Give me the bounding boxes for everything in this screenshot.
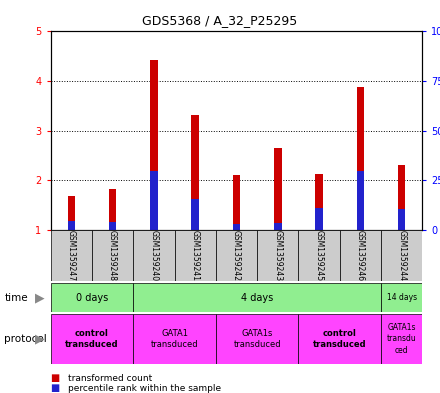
Text: control
transduced: control transduced xyxy=(313,329,367,349)
Bar xyxy=(340,230,381,281)
Bar xyxy=(357,87,364,230)
Bar xyxy=(216,314,298,364)
Bar xyxy=(109,222,116,230)
Bar xyxy=(67,221,75,230)
Bar xyxy=(92,230,133,281)
Text: percentile rank within the sample: percentile rank within the sample xyxy=(68,384,221,393)
Text: GATA1s
transdu
ced: GATA1s transdu ced xyxy=(387,323,417,354)
Text: GSM1359246: GSM1359246 xyxy=(356,230,365,281)
Bar xyxy=(315,174,323,230)
Bar xyxy=(381,230,422,281)
Text: GSM1359243: GSM1359243 xyxy=(273,230,282,281)
Text: ■: ■ xyxy=(51,383,60,393)
Bar xyxy=(274,148,282,230)
Bar xyxy=(398,209,406,230)
Bar xyxy=(67,196,75,230)
Bar xyxy=(357,171,364,230)
Text: protocol: protocol xyxy=(4,334,47,344)
Text: GSM1359247: GSM1359247 xyxy=(67,230,76,281)
Bar xyxy=(109,189,116,230)
Text: ▶: ▶ xyxy=(35,332,44,345)
Text: GATA1
transduced: GATA1 transduced xyxy=(151,329,198,349)
Bar xyxy=(257,230,298,281)
Text: ■: ■ xyxy=(51,373,60,383)
Text: GSM1359241: GSM1359241 xyxy=(191,230,200,281)
Bar xyxy=(398,165,406,230)
Bar xyxy=(175,230,216,281)
Bar xyxy=(133,230,175,281)
Bar xyxy=(51,283,133,312)
Text: GSM1359248: GSM1359248 xyxy=(108,230,117,281)
Bar xyxy=(191,115,199,230)
Text: GSM1359244: GSM1359244 xyxy=(397,230,406,281)
Text: control
transduced: control transduced xyxy=(65,329,119,349)
Bar xyxy=(133,283,381,312)
Bar xyxy=(51,314,133,364)
Text: 4 days: 4 days xyxy=(241,293,273,303)
Text: GSM1359240: GSM1359240 xyxy=(149,230,158,281)
Bar xyxy=(274,224,282,230)
Bar xyxy=(133,314,216,364)
Bar xyxy=(298,314,381,364)
Bar xyxy=(315,208,323,230)
Text: GSM1359245: GSM1359245 xyxy=(315,230,324,281)
Bar xyxy=(216,230,257,281)
Text: GSM1359242: GSM1359242 xyxy=(232,230,241,281)
Bar xyxy=(381,314,422,364)
Bar xyxy=(51,230,92,281)
Bar xyxy=(233,224,240,230)
Bar xyxy=(150,60,158,230)
Bar xyxy=(191,199,199,230)
Text: ▶: ▶ xyxy=(35,291,44,304)
Text: time: time xyxy=(4,293,28,303)
Bar xyxy=(381,283,422,312)
Text: GDS5368 / A_32_P25295: GDS5368 / A_32_P25295 xyxy=(143,14,297,27)
Bar xyxy=(298,230,340,281)
Text: 0 days: 0 days xyxy=(76,293,108,303)
Text: 14 days: 14 days xyxy=(387,293,417,302)
Text: transformed count: transformed count xyxy=(68,374,152,382)
Text: GATA1s
transduced: GATA1s transduced xyxy=(233,329,281,349)
Bar xyxy=(233,175,240,230)
Bar xyxy=(150,171,158,230)
